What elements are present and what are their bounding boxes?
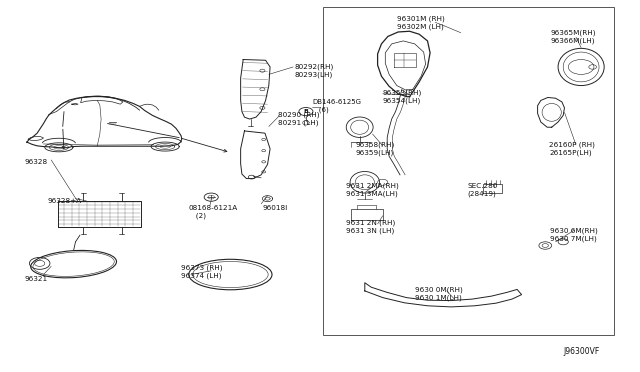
Text: 9630 0M(RH)
9630 1M(LH): 9630 0M(RH) 9630 1M(LH) (415, 287, 463, 301)
Text: 9631 2N (RH)
9631 3N (LH): 9631 2N (RH) 9631 3N (LH) (346, 220, 395, 234)
Text: SEC.280
(28419): SEC.280 (28419) (467, 183, 497, 197)
Text: 80292(RH)
80293(LH): 80292(RH) 80293(LH) (294, 64, 333, 78)
Text: 96373 (RH)
96374 (LH): 96373 (RH) 96374 (LH) (181, 264, 223, 279)
Text: 9630 6M(RH)
9630 7M(LH): 9630 6M(RH) 9630 7M(LH) (550, 227, 598, 241)
Text: 96301M (RH)
96302M (LH): 96301M (RH) 96302M (LH) (397, 15, 445, 29)
Text: 96358(RH)
96359(LH): 96358(RH) 96359(LH) (355, 142, 394, 156)
Text: 26160P (RH)
26165P(LH): 26160P (RH) 26165P(LH) (549, 142, 595, 156)
Text: 96321: 96321 (24, 276, 47, 282)
Text: B: B (303, 109, 308, 114)
Text: 96353(RH)
96354(LH): 96353(RH) 96354(LH) (383, 90, 422, 104)
Text: J96300VF: J96300VF (563, 347, 600, 356)
Text: 96328+A: 96328+A (48, 198, 83, 204)
Text: DB146-6125G
   (6): DB146-6125G (6) (312, 99, 362, 113)
Text: 80290 (RH)
80291 (LH): 80290 (RH) 80291 (LH) (278, 112, 320, 126)
Text: 9631 2MA(RH)
9631 3MA(LH): 9631 2MA(RH) 9631 3MA(LH) (346, 183, 398, 197)
Text: 96018I: 96018I (262, 205, 287, 211)
Bar (323, 7, 614, 335)
Text: 96328: 96328 (24, 159, 47, 165)
Text: 08168-6121A
   (2): 08168-6121A (2) (189, 205, 238, 219)
Text: 96365M(RH)
96366M(LH): 96365M(RH) 96366M(LH) (550, 30, 596, 44)
